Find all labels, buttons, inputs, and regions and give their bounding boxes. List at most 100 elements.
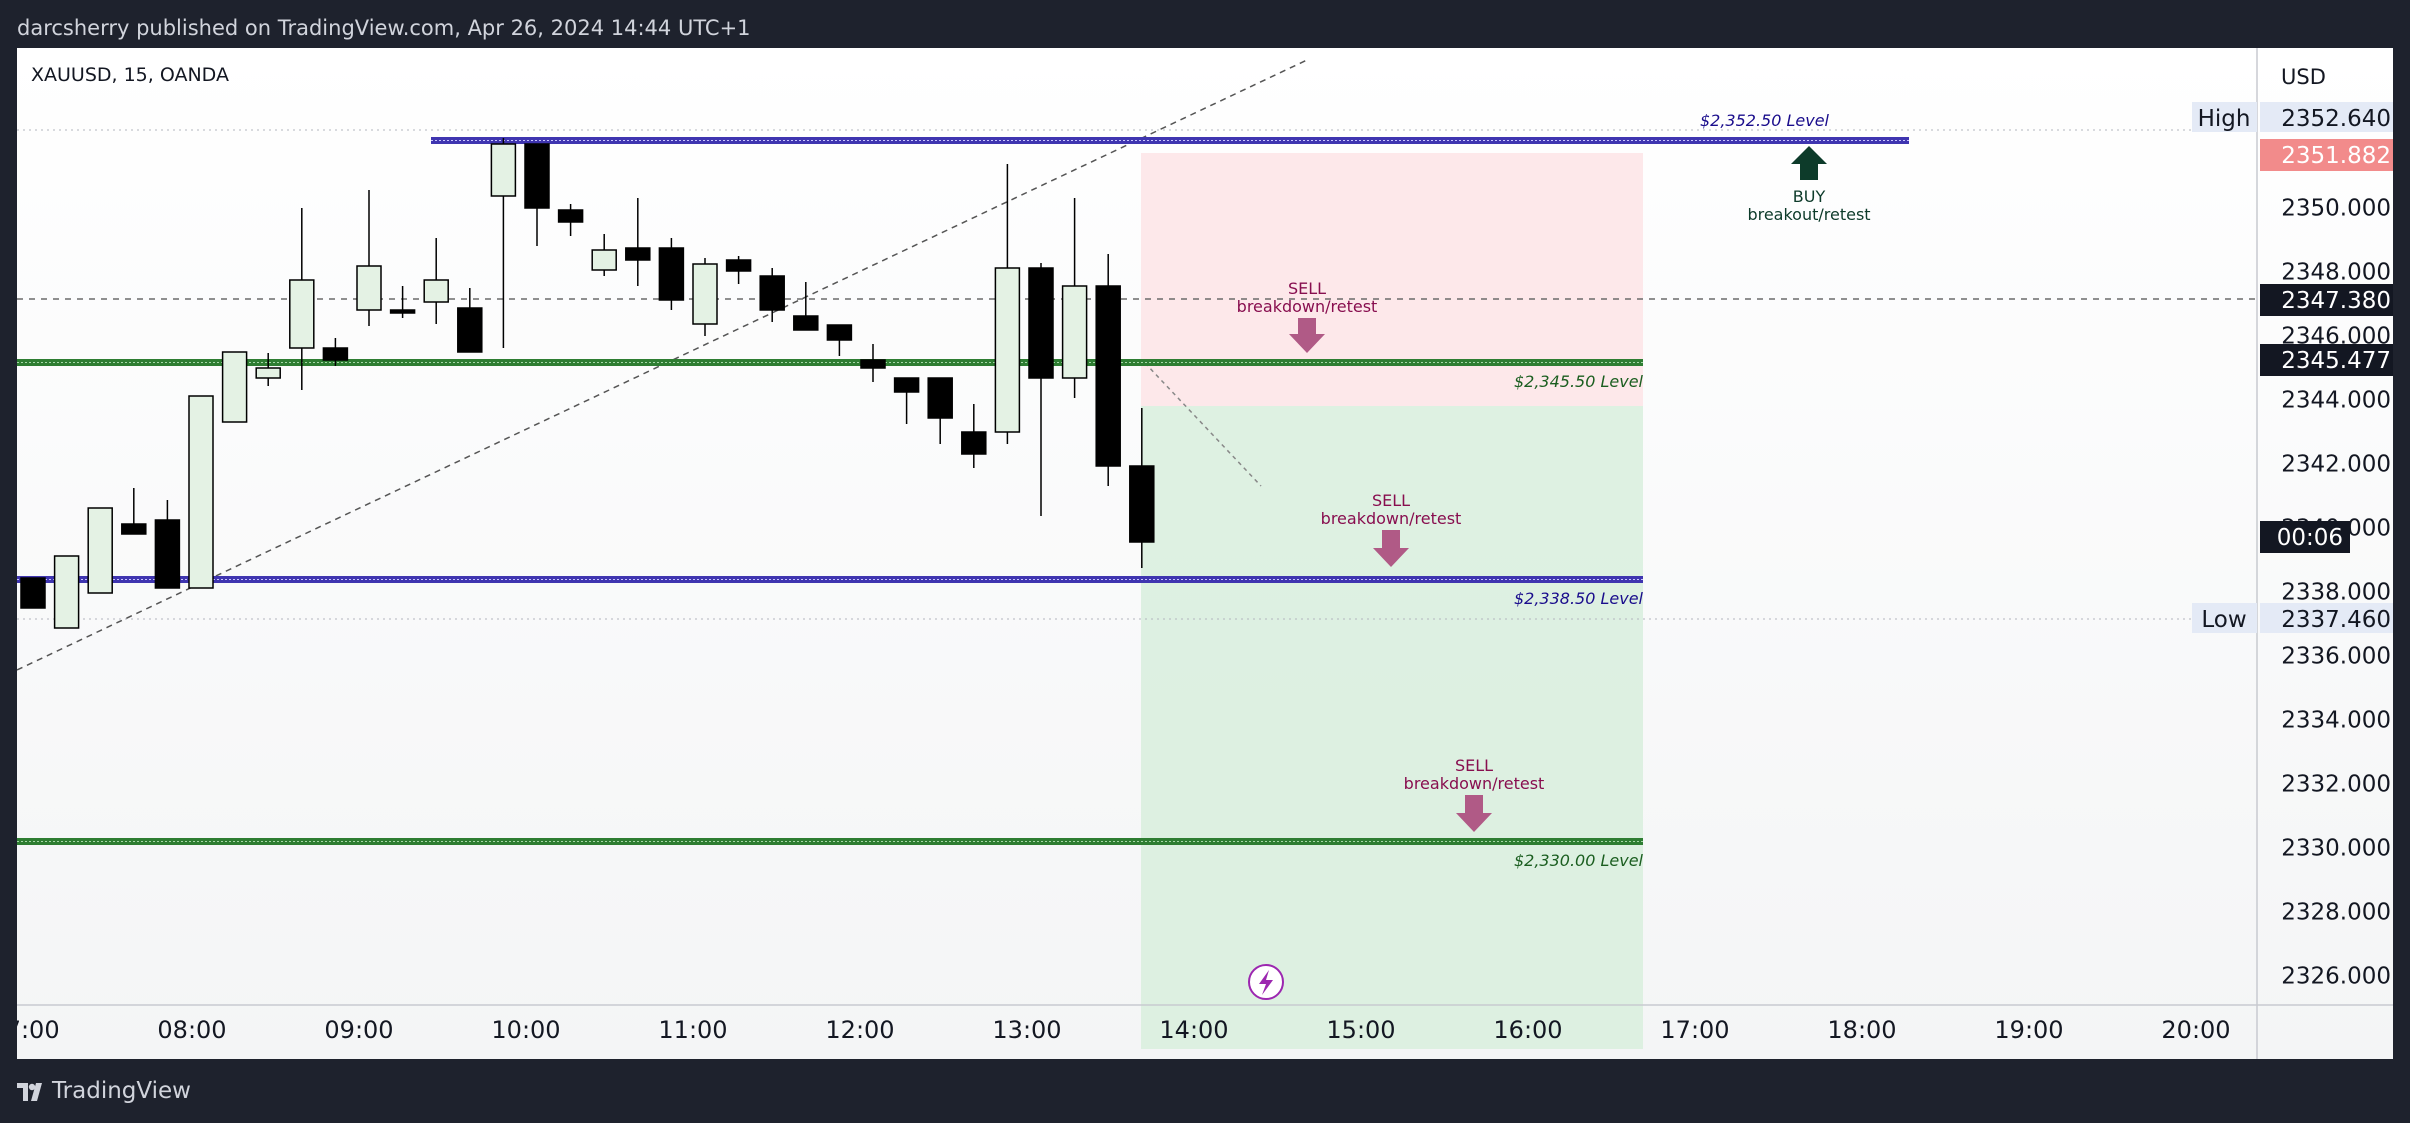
candle	[927, 377, 953, 444]
candle	[154, 500, 181, 589]
tradingview-logo-icon[interactable]	[17, 1083, 47, 1101]
svg-text:breakdown/retest: breakdown/retest	[1404, 774, 1545, 793]
svg-text:Low: Low	[2201, 607, 2246, 633]
candle	[725, 256, 752, 284]
level-label-2345: $2,345.50 Level	[1514, 372, 1644, 391]
tradingview-brand[interactable]: TradingView	[52, 1078, 191, 1104]
candle	[121, 488, 147, 535]
level-label-2352: $2,352.50 Level	[1700, 111, 1830, 130]
up-arrow-icon	[1791, 146, 1827, 180]
time-tick-label: 15:00	[1326, 1016, 1395, 1044]
candle	[322, 338, 349, 366]
svg-text:SELL: SELL	[1455, 756, 1493, 775]
candle	[1129, 408, 1155, 568]
buy-annotation[interactable]: BUY breakout/retest	[1747, 146, 1871, 224]
stop-loss-zone	[1141, 153, 1643, 406]
candle	[994, 164, 1021, 444]
time-tick-label: 12:00	[825, 1016, 894, 1044]
candle	[524, 143, 550, 246]
svg-text:breakdown/retest: breakdown/retest	[1237, 297, 1378, 316]
take-profit-zone	[1141, 406, 1643, 1049]
sell-annotation-1[interactable]: SELL breakdown/retest	[1237, 279, 1378, 353]
price-tick-label: 2336.000	[2281, 643, 2391, 669]
currency-label[interactable]: USD	[2281, 65, 2326, 89]
level-label-2330: $2,330.00 Level	[1514, 851, 1644, 870]
svg-text:SELL: SELL	[1372, 491, 1410, 510]
time-tick-label: 17:00	[1660, 1016, 1729, 1044]
svg-text:breakdown/retest: breakdown/retest	[1321, 509, 1462, 528]
candle	[1061, 198, 1088, 398]
candle	[658, 238, 685, 310]
down-arrow-icon	[1373, 530, 1409, 567]
svg-text:2352.640: 2352.640	[2281, 106, 2391, 132]
time-tick-label: 16:00	[1493, 1016, 1562, 1044]
price-tick-label: 2348.000	[2281, 259, 2391, 285]
down-arrow-icon	[1289, 318, 1325, 353]
time-tick-label: 08:00	[157, 1016, 226, 1044]
footer: TradingView	[0, 1059, 2410, 1123]
candle	[255, 353, 281, 386]
level-line-2352[interactable]	[431, 137, 1909, 144]
candle	[793, 282, 819, 331]
publisher-header: darcsherry published on TradingView.com,…	[0, 0, 2410, 48]
candle	[389, 286, 416, 318]
candle	[289, 208, 315, 390]
price-tick-label: 2338.000	[2281, 579, 2391, 605]
time-tick-label: 11:00	[658, 1016, 727, 1044]
candle	[961, 404, 987, 468]
countdown-tag: 00:06	[2260, 521, 2350, 553]
high-tag: High 2352.640	[2192, 102, 2393, 132]
lightning-icon[interactable]	[1248, 964, 1284, 1000]
candle	[826, 324, 853, 356]
price-tag-2351: 2351.882	[2260, 139, 2393, 171]
publisher-line: darcsherry published on TradingView.com,…	[17, 16, 751, 40]
svg-text:BUY: BUY	[1793, 187, 1826, 206]
sell-annotation-3[interactable]: SELL breakdown/retest	[1404, 756, 1545, 832]
candle	[356, 190, 382, 326]
chart-frame[interactable]: $2,352.50 Level $2,345.50 Level $2,338.5…	[0, 48, 2393, 1059]
sell-annotation-2[interactable]: SELL breakdown/retest	[1321, 491, 1462, 567]
candle	[625, 198, 651, 286]
svg-text:00:06: 00:06	[2277, 525, 2343, 551]
symbol-title[interactable]: XAUUSD, 15, OANDA	[31, 64, 229, 86]
time-axis[interactable]: 07:00 08:00 09:00 10:00 11:00 12:00 13:00 14:00…	[0, 1016, 2231, 1044]
candle	[860, 344, 886, 382]
candle	[893, 377, 920, 424]
level-label-2338: $2,338.50 Level	[1514, 589, 1644, 608]
time-tick-label: 13:00	[992, 1016, 1061, 1044]
price-tick-label: 2328.000	[2281, 899, 2391, 925]
candle	[20, 577, 46, 609]
svg-text:High: High	[2198, 106, 2251, 132]
price-tick-label: 2350.000	[2281, 195, 2391, 221]
time-tick-label: 18:00	[1827, 1016, 1896, 1044]
candlestick-series	[20, 138, 1155, 629]
time-tick-label: 19:00	[1994, 1016, 2063, 1044]
price-tick-label: 2342.000	[2281, 451, 2391, 477]
candle	[188, 395, 214, 589]
time-tick-label: 07:00	[17, 1016, 60, 1044]
candle	[221, 351, 248, 423]
candle	[591, 234, 617, 276]
candle	[490, 138, 517, 348]
down-arrow-icon	[1456, 795, 1492, 832]
svg-text:SELL: SELL	[1288, 279, 1326, 298]
time-tick-label: 20:00	[2161, 1016, 2230, 1044]
time-tick-label: 09:00	[324, 1016, 393, 1044]
svg-text:2345.477: 2345.477	[2281, 348, 2391, 374]
price-tick-label: 2332.000	[2281, 771, 2391, 797]
time-tick-label: 14:00	[1159, 1016, 1228, 1044]
svg-text:2351.882: 2351.882	[2281, 143, 2391, 169]
trend-line	[16, 59, 1308, 671]
crosshair-price-tag: 2347.380	[2260, 284, 2393, 316]
svg-text:2347.380: 2347.380	[2281, 288, 2391, 314]
candle	[1028, 263, 1054, 516]
price-tick-label: 2330.000	[2281, 835, 2391, 861]
candle	[53, 555, 80, 629]
svg-text:2337.460: 2337.460	[2281, 607, 2391, 633]
svg-text:breakout/retest: breakout/retest	[1747, 205, 1870, 224]
chart-canvas[interactable]: $2,352.50 Level $2,345.50 Level $2,338.5…	[0, 48, 2393, 1059]
price-tick-label: 2326.000	[2281, 963, 2391, 989]
price-axis[interactable]: 2352.6402350.0002348.0002346.0002344.000…	[2281, 111, 2391, 989]
candle	[87, 507, 113, 594]
candle	[759, 268, 785, 322]
